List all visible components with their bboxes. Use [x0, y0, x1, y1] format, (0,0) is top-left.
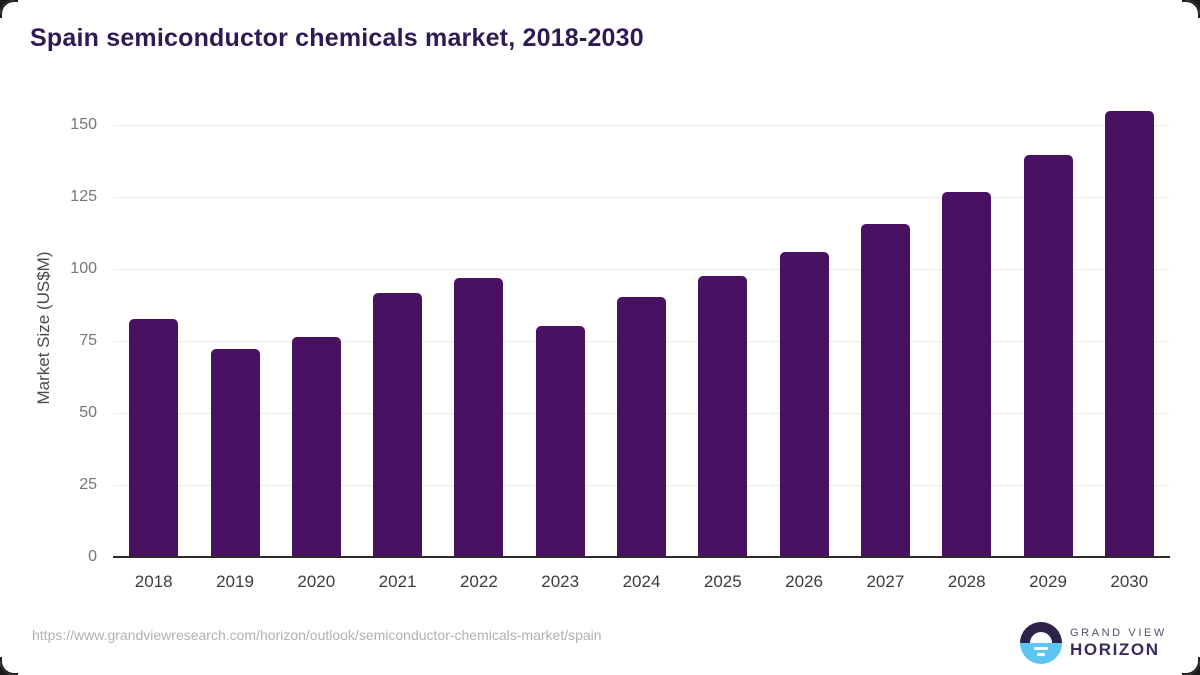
bar-2020 [291, 337, 341, 557]
gridline [113, 268, 1170, 270]
y-tick-label: 0 [88, 548, 97, 565]
x-axis-line [113, 556, 1170, 558]
brand-name-top: GRAND VIEW [1070, 627, 1167, 639]
x-axis-label: 2025 [703, 572, 742, 591]
brand-name-bottom: HORIZON [1070, 640, 1160, 659]
x-axis-label: 2022 [459, 572, 498, 591]
card-corner [1182, 657, 1200, 675]
horizon-sun-icon [1020, 622, 1062, 664]
y-tick-label: 75 [79, 331, 97, 349]
x-axis-label: 2030 [1110, 572, 1149, 591]
y-tick-label: 100 [70, 259, 97, 277]
bar-2023 [535, 325, 585, 557]
gridline [113, 196, 1170, 198]
bar-2025 [698, 276, 748, 557]
x-axis-label: 2024 [622, 572, 661, 591]
y-tick-label: 50 [79, 403, 97, 421]
bar-2021 [373, 293, 423, 557]
brand-logo: GRAND VIEW HORIZON [1020, 622, 1167, 664]
bar-2022 [454, 278, 504, 557]
bar-2019 [210, 348, 260, 557]
x-axis-label: 2018 [134, 572, 173, 591]
x-axis-label: 2021 [378, 572, 417, 591]
x-axis-label: 2020 [297, 572, 336, 591]
y-tick-label: 25 [79, 475, 97, 493]
bar-2028 [942, 192, 992, 557]
card-corner [1182, 0, 1200, 18]
bar-2027 [860, 224, 910, 557]
card-corner [0, 657, 18, 675]
bar-2024 [617, 297, 666, 557]
source-url: https://www.grandviewresearch.com/horizo… [32, 627, 602, 643]
y-tick-label: 125 [70, 187, 97, 205]
card-corner [0, 0, 18, 18]
brand-logo-text: GRAND VIEW HORIZON [1070, 627, 1167, 659]
y-tick-label: 150 [70, 115, 97, 133]
bar-2018 [129, 318, 179, 557]
x-axis-label: 2026 [785, 572, 823, 591]
x-axis-label: 2027 [866, 572, 905, 591]
x-axis-label: 2028 [947, 572, 986, 591]
bar-2030 [1104, 110, 1154, 557]
bar-2029 [1023, 155, 1073, 557]
x-axis-label: 2029 [1029, 572, 1067, 591]
gridline [113, 124, 1170, 126]
chart-title: Spain semiconductor chemicals market, 20… [30, 24, 644, 52]
x-axis-label: 2023 [541, 572, 580, 591]
bar-2026 [779, 251, 829, 557]
x-axis-label: 2019 [216, 572, 254, 591]
